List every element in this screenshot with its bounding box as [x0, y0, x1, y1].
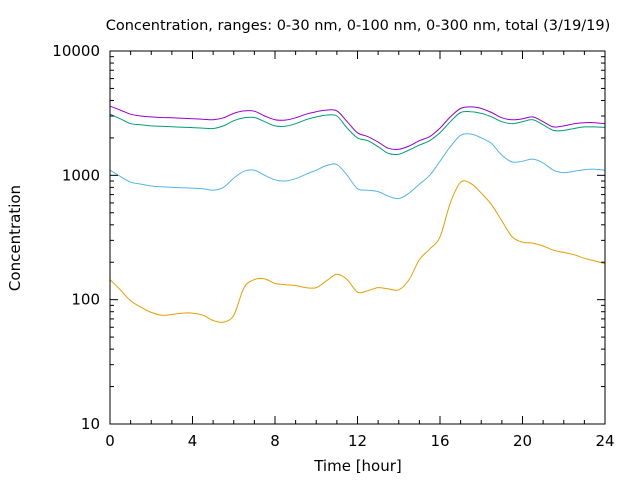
- series-line-0: [109, 180, 606, 323]
- y-tick-label: 1000: [62, 166, 100, 184]
- x-axis-label: Time [hour]: [313, 457, 402, 475]
- chart-title: Concentration, ranges: 0-30 nm, 0-100 nm…: [106, 18, 611, 34]
- y-tick-label: 10000: [52, 42, 100, 60]
- series-line-2: [109, 110, 606, 156]
- y-axis-label: Concentration: [6, 185, 24, 291]
- x-tick-label: 0: [105, 432, 115, 450]
- x-tick-label: 16: [430, 432, 449, 450]
- x-tick-label: 4: [188, 432, 198, 450]
- x-tick-label: 12: [348, 432, 367, 450]
- plot-frame: [109, 50, 606, 425]
- series-layer: [109, 105, 606, 323]
- series-line-3: [109, 105, 606, 150]
- series-line-1: [109, 133, 606, 200]
- y-tick-label: 10: [81, 415, 100, 433]
- ticks-layer: 0 4 8 12 16 20 24 10 100 1000 10000: [52, 42, 614, 450]
- x-tick-label: 8: [270, 432, 280, 450]
- x-tick-label: 20: [513, 432, 532, 450]
- x-tick-label: 24: [595, 432, 614, 450]
- y-tick-label: 100: [71, 291, 100, 309]
